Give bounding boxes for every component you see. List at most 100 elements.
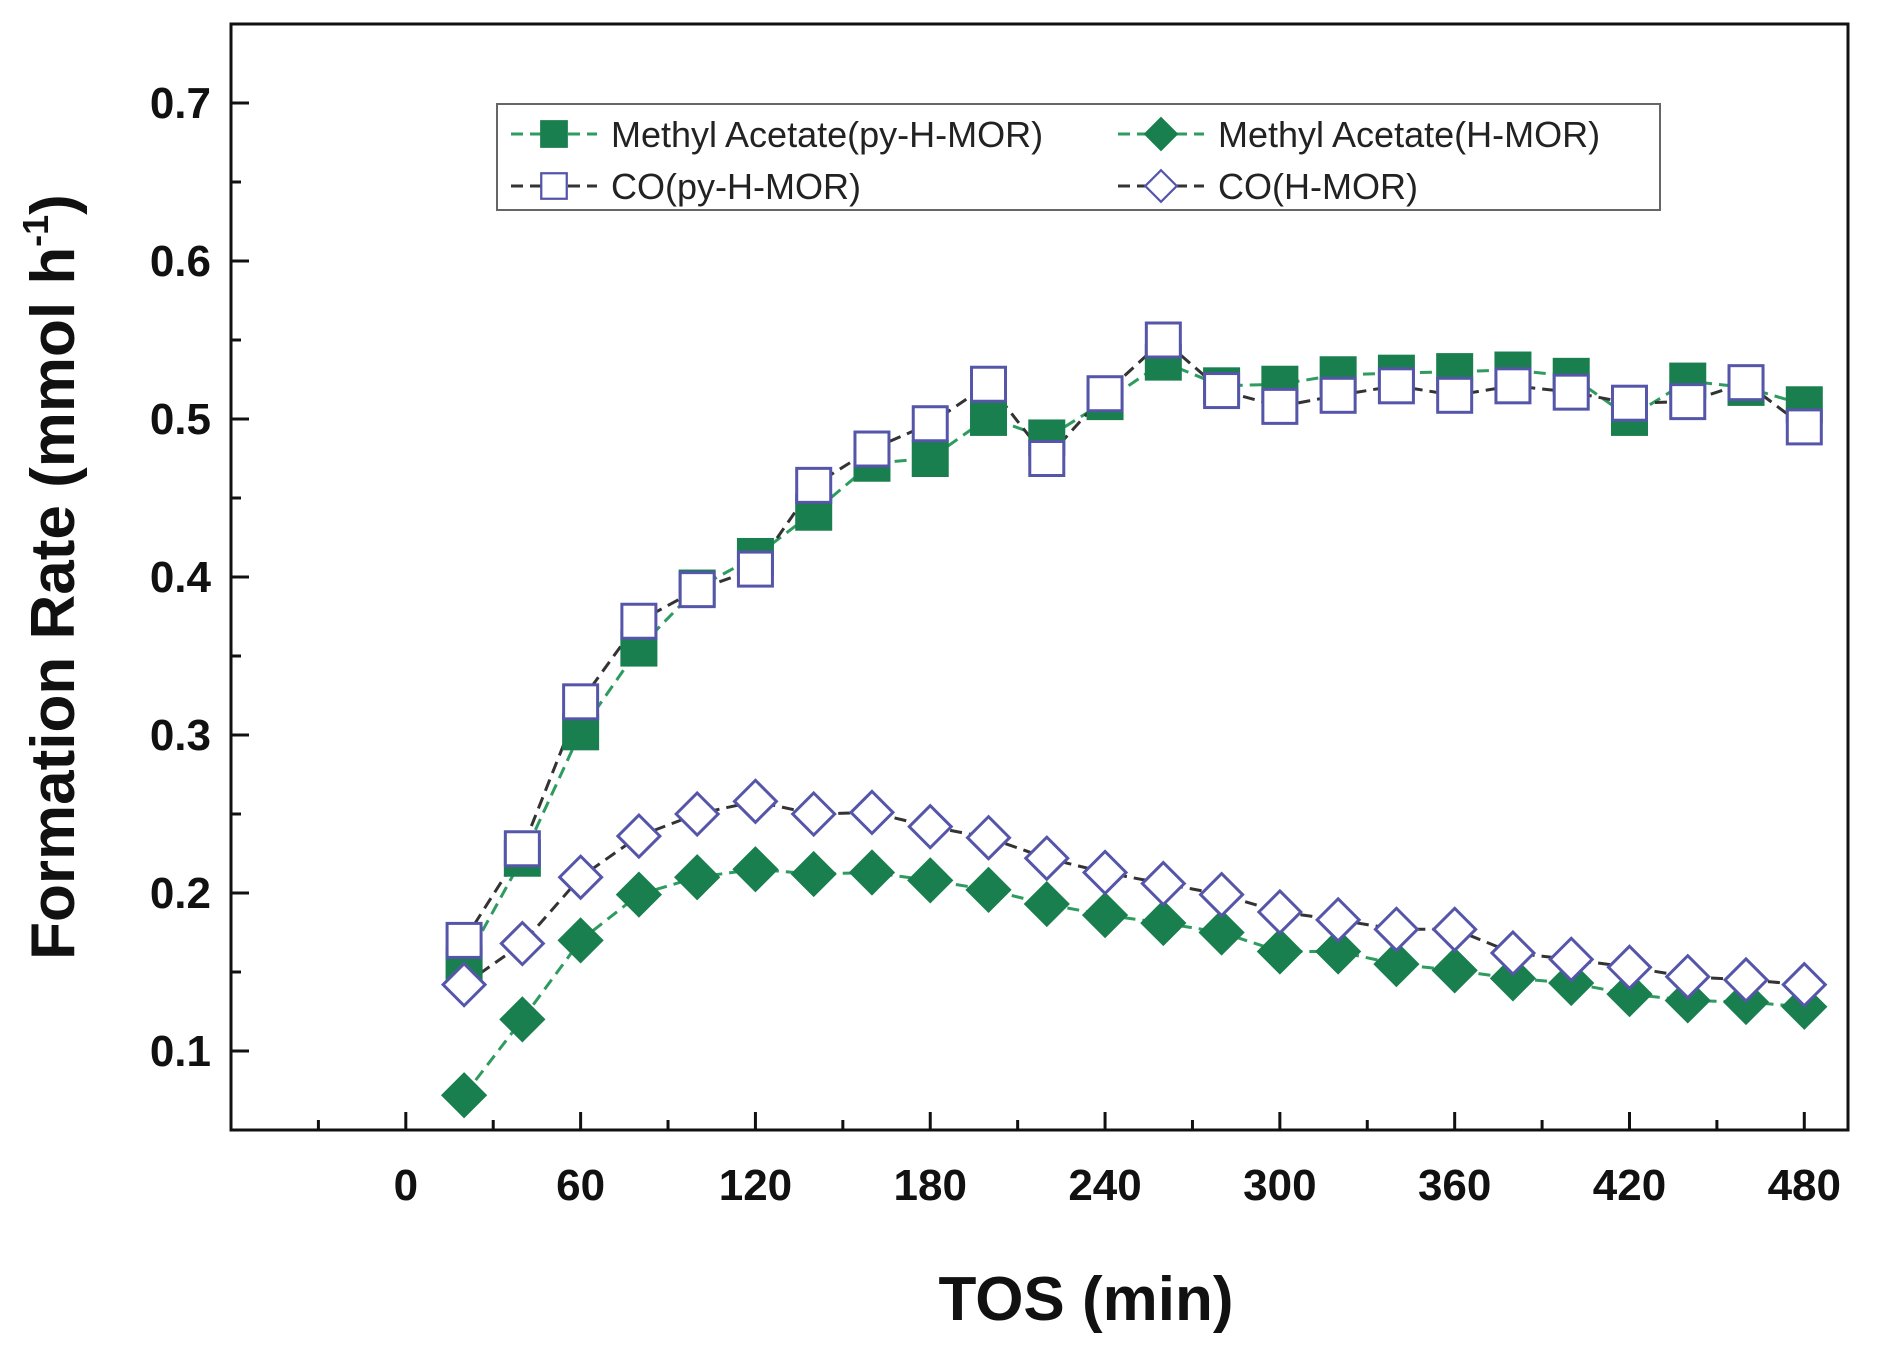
data-point — [503, 830, 541, 868]
data-point — [1431, 906, 1478, 953]
data-point — [562, 683, 600, 721]
x-tick-label: 0 — [394, 1161, 418, 1210]
data-point — [1781, 961, 1828, 1008]
data-point — [1081, 891, 1129, 939]
data-point — [1261, 387, 1299, 425]
data-point — [674, 790, 721, 838]
data-point — [1727, 364, 1765, 402]
data-point — [674, 854, 721, 901]
data-point — [848, 789, 896, 836]
data-point — [440, 1072, 488, 1119]
data-point — [907, 857, 954, 904]
data-point — [1552, 373, 1590, 411]
data-point — [1198, 871, 1245, 918]
legend-marker — [1143, 168, 1179, 204]
series-lines — [462, 337, 1806, 1097]
data-point — [620, 602, 658, 640]
data-point — [1373, 906, 1420, 953]
data-point — [1548, 959, 1595, 1007]
legend-box — [496, 103, 1661, 211]
data-point — [1256, 928, 1303, 975]
axis-ticks: 0 60 120 180 240 300 360 420 480 0.1 0.2 0.3 0.4 0.5 0… — [150, 22, 1841, 1210]
data-point — [907, 803, 954, 850]
data-point — [1610, 384, 1648, 422]
y-tick-label: 0.4 — [150, 553, 212, 602]
legend-label: CO(H-MOR) — [1218, 166, 1418, 207]
data-point — [965, 866, 1012, 913]
data-point — [911, 405, 949, 443]
y-axis-title-sup: -1 — [15, 215, 56, 247]
data-point — [1489, 955, 1537, 1002]
y-tick-label: 0.1 — [150, 1027, 211, 1076]
data-point — [440, 961, 488, 1008]
x-tick-label: 480 — [1768, 1161, 1841, 1210]
x-tick-label: 120 — [719, 1161, 792, 1210]
y-axis-title-close: ) — [19, 194, 88, 215]
y-tick-label: 0.7 — [150, 79, 211, 128]
legend-label: Methyl Acetate(py-H-MOR) — [611, 114, 1043, 155]
data-point — [1140, 860, 1187, 907]
legend-marker — [540, 120, 568, 148]
series-line — [463, 799, 1805, 987]
y-tick-label: 0.6 — [150, 237, 211, 286]
data-point — [732, 778, 779, 825]
y-tick-label: 0.2 — [150, 869, 211, 918]
data-point — [499, 996, 546, 1043]
series-line — [462, 337, 1806, 942]
data-point — [1315, 896, 1362, 943]
data-point — [1028, 440, 1066, 477]
data-point — [1606, 944, 1653, 991]
series-markers — [440, 321, 1828, 1119]
data-point — [1664, 953, 1711, 1000]
data-point — [499, 920, 546, 967]
legend: Methyl Acetate(py-H-MOR) Methyl Acetate(H… — [496, 103, 1661, 211]
x-axis-title: TOS (min) — [938, 1265, 1233, 1334]
data-point — [1319, 376, 1357, 414]
data-point — [1664, 977, 1711, 1024]
data-point — [1144, 321, 1182, 359]
data-point — [615, 812, 663, 860]
data-point — [732, 846, 779, 893]
data-point — [1140, 899, 1187, 947]
data-point — [911, 440, 949, 477]
y-tick-label: 0.5 — [150, 395, 211, 444]
x-tick-label: 180 — [894, 1161, 967, 1210]
data-point — [1373, 940, 1420, 988]
data-point — [1722, 956, 1770, 1004]
data-point — [1436, 376, 1474, 414]
x-tick-label: 360 — [1418, 1161, 1491, 1210]
x-tick-label: 240 — [1068, 1161, 1141, 1210]
y-axis-title: Formation Rate (mmol h-1) — [15, 194, 88, 960]
data-point — [970, 365, 1008, 403]
data-point — [557, 854, 604, 901]
data-point — [1377, 367, 1415, 405]
data-point — [1203, 372, 1241, 410]
data-point — [736, 550, 774, 588]
data-point — [853, 430, 891, 468]
data-point — [1431, 947, 1478, 994]
data-point — [1256, 888, 1303, 936]
data-point — [678, 571, 716, 609]
data-point — [970, 398, 1008, 436]
data-point — [1023, 835, 1070, 882]
legend-marker — [1143, 116, 1179, 152]
data-point — [790, 790, 837, 838]
data-point — [790, 850, 837, 898]
data-point — [965, 814, 1012, 861]
data-point — [557, 917, 604, 964]
data-point — [1023, 880, 1070, 928]
y-axis-title-main: Formation Rate (mmol h — [19, 247, 88, 960]
series-line — [462, 867, 1805, 1097]
data-point — [1548, 936, 1595, 983]
data-point — [615, 871, 663, 918]
x-tick-label: 60 — [556, 1161, 605, 1210]
data-point — [1606, 970, 1653, 1018]
data-point — [1081, 849, 1129, 896]
data-point — [848, 849, 896, 896]
y-tick-label: 0.3 — [150, 711, 211, 760]
data-point — [1489, 929, 1537, 977]
x-tick-label: 420 — [1593, 1161, 1666, 1210]
data-point — [795, 466, 833, 504]
x-tick-label: 300 — [1243, 1161, 1316, 1210]
